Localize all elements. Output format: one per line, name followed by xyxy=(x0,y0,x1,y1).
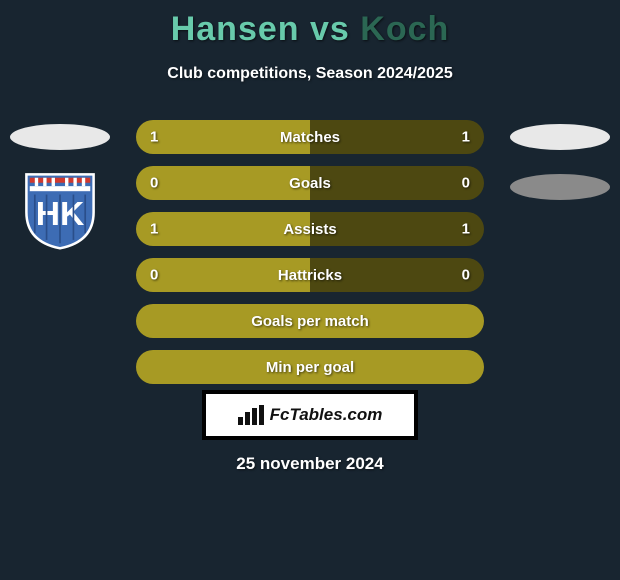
stat-value-right: 0 xyxy=(462,267,470,284)
stat-value-right: 1 xyxy=(462,221,470,238)
player1-column: HK xyxy=(10,124,110,250)
player2-column xyxy=(510,124,610,200)
player2-photo-placeholder xyxy=(510,124,610,150)
bars-icon xyxy=(238,405,264,425)
subtitle: Club competitions, Season 2024/2025 xyxy=(0,65,620,83)
stat-value-left: 0 xyxy=(150,175,158,192)
date-text: 25 november 2024 xyxy=(0,454,620,474)
stat-bar-left xyxy=(136,166,310,200)
stat-value-left: 0 xyxy=(150,267,158,284)
stat-value-right: 0 xyxy=(462,175,470,192)
player1-club-badge-icon: HK xyxy=(18,166,102,250)
stat-row: 0 0 Goals xyxy=(136,166,484,200)
title-player2: Koch xyxy=(360,10,449,48)
stat-label: Goals xyxy=(289,175,331,192)
stat-value-left: 1 xyxy=(150,221,158,238)
stat-row: Min per goal xyxy=(136,350,484,384)
stat-rows: 1 1 Matches 0 0 Goals 1 1 Assists 0 0 Hattricks Goal… xyxy=(136,120,484,396)
stat-label: Assists xyxy=(283,221,336,238)
stat-label: Min per goal xyxy=(266,359,354,376)
player1-photo-placeholder xyxy=(10,124,110,150)
stat-row: 0 0 Hattricks xyxy=(136,258,484,292)
page-title: Hansen vs Koch xyxy=(0,0,620,49)
stat-value-left: 1 xyxy=(150,129,158,146)
title-player1: Hansen xyxy=(171,10,300,48)
title-vs: vs xyxy=(310,10,350,48)
stat-label: Goals per match xyxy=(251,313,369,330)
stat-bar-right xyxy=(310,166,484,200)
stat-row: 1 1 Matches xyxy=(136,120,484,154)
brand-badge: FcTables.com xyxy=(202,390,418,440)
stat-row: 1 1 Assists xyxy=(136,212,484,246)
brand-text: FcTables.com xyxy=(270,405,383,425)
stat-label: Matches xyxy=(280,129,340,146)
stat-value-right: 1 xyxy=(462,129,470,146)
stat-row: Goals per match xyxy=(136,304,484,338)
player2-club-badge-placeholder xyxy=(510,174,610,200)
stat-label: Hattricks xyxy=(278,267,342,284)
